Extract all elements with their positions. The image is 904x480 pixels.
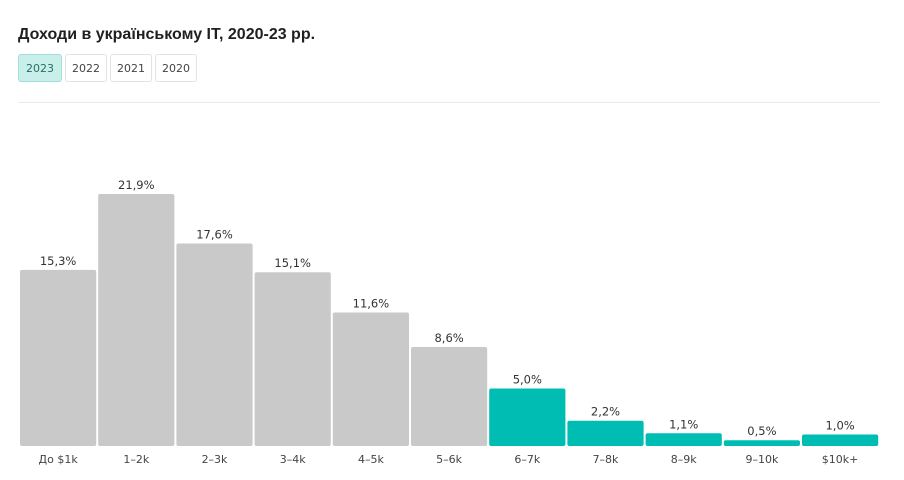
tab-2023[interactable]: 2023 [18, 54, 62, 82]
divider [18, 102, 880, 103]
value-label-9: 0,5% [747, 424, 776, 438]
chart-title: Доходи в українському IT, 2020-23 рр. [18, 26, 316, 43]
value-label-6: 5,0% [513, 373, 542, 387]
category-label-7: 7–8k [593, 453, 619, 466]
category-label-6: 6–7k [514, 453, 540, 466]
bar-4[interactable] [332, 312, 409, 447]
bar-6[interactable] [489, 388, 566, 447]
category-label-4: 4–5k [358, 453, 384, 466]
bar-8[interactable] [645, 433, 722, 446]
bar-7[interactable] [567, 420, 644, 446]
category-label-5: 5–6k [436, 453, 462, 466]
bar-5[interactable] [411, 347, 488, 446]
bar-0[interactable] [20, 269, 97, 446]
bar-3[interactable] [254, 272, 331, 446]
value-label-0: 15,3% [40, 254, 77, 268]
year-tabs: 2023 2022 2021 2020 [18, 54, 197, 82]
value-label-5: 8,6% [434, 331, 463, 345]
value-label-1: 21,9% [118, 178, 155, 192]
category-label-3: 3–4k [280, 453, 306, 466]
value-label-7: 2,2% [591, 405, 620, 419]
value-label-10: 1,0% [825, 419, 854, 433]
value-label-2: 17,6% [196, 228, 233, 242]
bar-2[interactable] [176, 243, 253, 447]
category-label-8: 8–9k [671, 453, 697, 466]
bar-9[interactable] [723, 440, 800, 446]
value-label-4: 11,6% [353, 297, 390, 311]
category-label-10: $10k+ [822, 453, 859, 466]
tab-2022[interactable]: 2022 [65, 54, 107, 82]
tab-2021[interactable]: 2021 [110, 54, 152, 82]
category-label-1: 1–2k [123, 453, 149, 466]
category-label-2: 2–3k [202, 453, 228, 466]
value-label-8: 1,1% [669, 417, 698, 431]
bar-10[interactable] [802, 434, 879, 447]
value-label-3: 15,1% [274, 256, 311, 270]
category-label-0: До $1k [39, 453, 79, 466]
tab-2020[interactable]: 2020 [155, 54, 197, 82]
category-label-9: 9–10k [745, 453, 778, 466]
bar-1[interactable] [98, 194, 175, 446]
